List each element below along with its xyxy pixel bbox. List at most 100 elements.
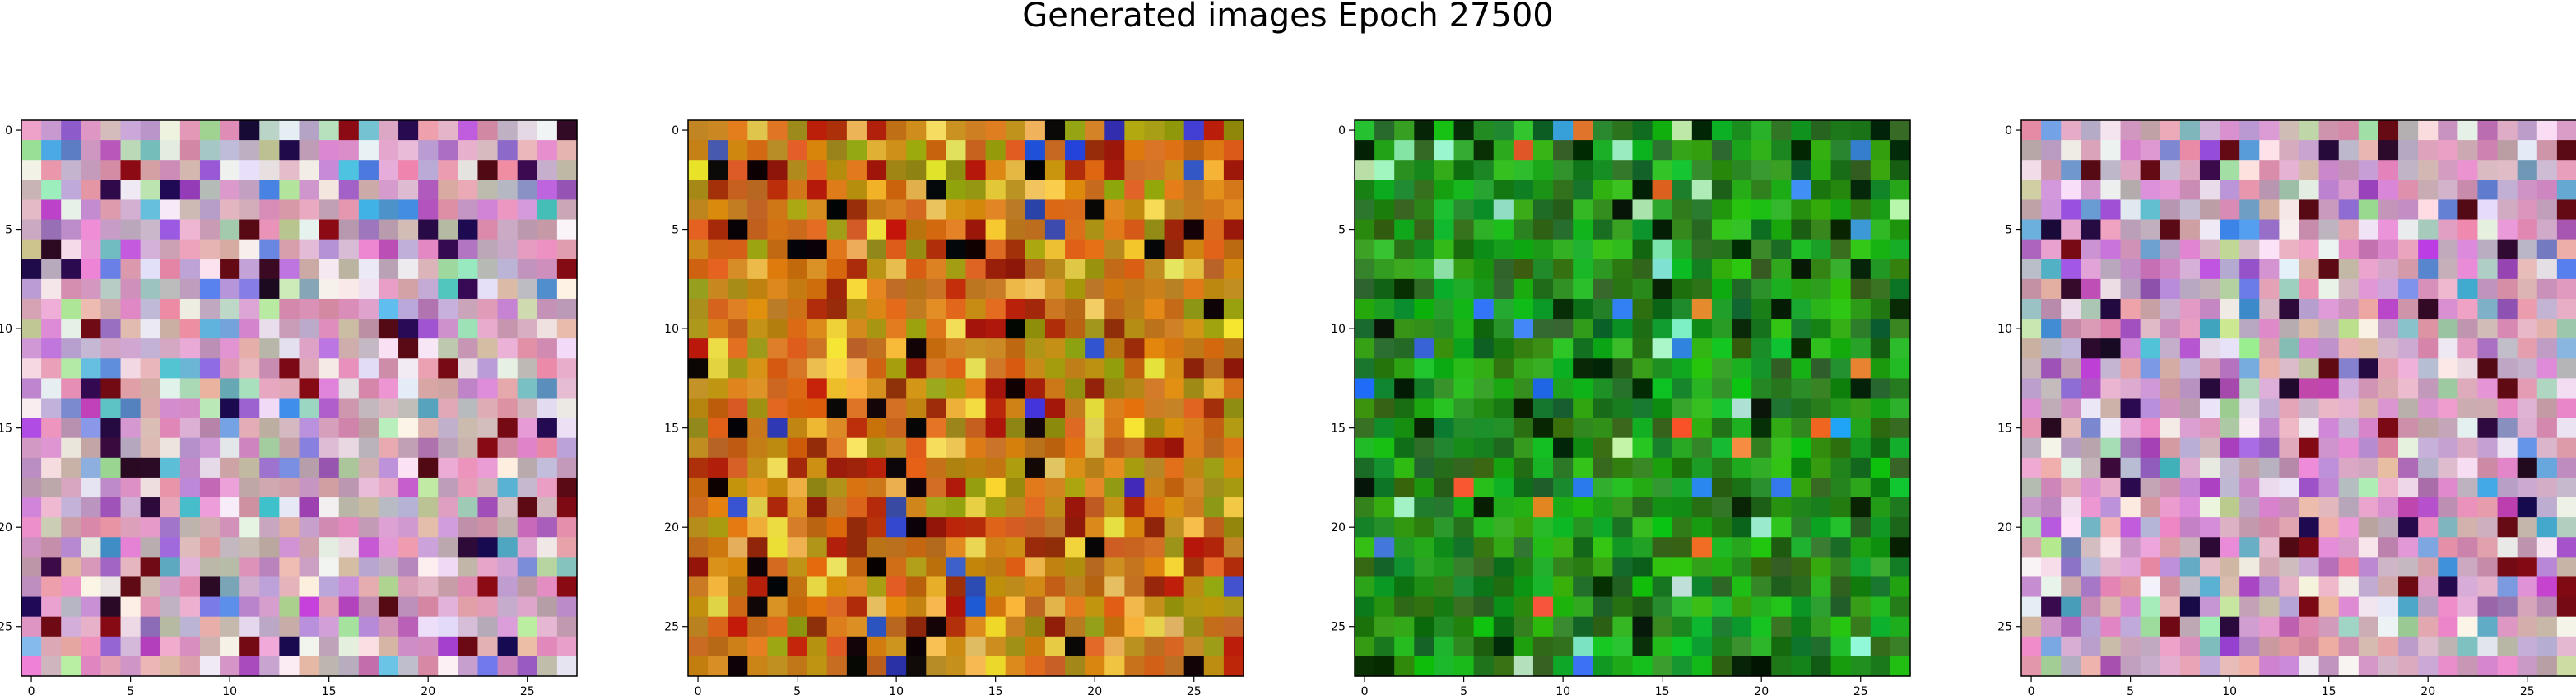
pixel-cell: [2259, 398, 2280, 419]
pixel-cell: [946, 537, 967, 558]
pixel-cell: [100, 596, 122, 618]
pixel-cell: [2259, 576, 2280, 598]
pixel-cell: [1711, 140, 1732, 161]
pixel-cell: [2438, 378, 2458, 399]
pixel-cell: [2021, 636, 2042, 657]
pixel-cell: [556, 259, 578, 280]
pixel-cell: [1513, 437, 1534, 459]
pixel-cell: [2279, 180, 2300, 201]
pixel-cell: [1850, 537, 1872, 558]
pixel-cell: [1183, 636, 1205, 657]
pixel-cell: [2239, 120, 2260, 141]
pixel-cell: [2338, 537, 2360, 558]
pixel-cell: [2378, 278, 2399, 300]
pixel-cell: [1355, 239, 1375, 260]
pixel-cell: [2457, 120, 2479, 141]
pixel-cell: [1065, 596, 1086, 618]
pixel-cell: [338, 437, 360, 459]
pixel-cell: [61, 457, 81, 478]
pixel-cell: [2140, 180, 2161, 201]
pixel-cell: [1553, 160, 1574, 180]
pixel-cell: [199, 378, 221, 399]
pixel-cell: [1104, 199, 1125, 221]
pixel-cell: [846, 298, 867, 320]
pixel-cell: [1870, 537, 1891, 558]
pixel-cell: [1434, 616, 1455, 637]
pixel-cell: [826, 278, 848, 300]
pixel-cell: [21, 557, 42, 578]
pixel-cell: [826, 557, 848, 578]
pixel-cell: [1493, 120, 1514, 141]
pixel-cell: [708, 596, 728, 618]
pixel-cell: [1652, 398, 1673, 419]
pixel-cell: [708, 219, 728, 240]
pixel-cell: [41, 160, 62, 180]
pixel-cell: [2477, 457, 2499, 478]
pixel-cell: [1144, 616, 1165, 637]
y-tick-label: 0: [2005, 124, 2012, 138]
pixel-cell: [1355, 418, 1375, 439]
pixel-cell: [1791, 219, 1812, 240]
pixel-cell: [2378, 259, 2399, 280]
pixel-cell: [2220, 358, 2240, 379]
pixel-cell: [728, 596, 748, 618]
pixel-cell: [2536, 378, 2558, 399]
pixel-cell: [2556, 418, 2576, 439]
pixel-cell: [1005, 616, 1026, 637]
pixel-cell: [279, 239, 300, 260]
pixel-cell: [747, 239, 769, 260]
pixel-cell: [1025, 636, 1046, 657]
y-tick-label: 20: [1997, 521, 2012, 534]
pixel-cell: [61, 180, 81, 201]
pixel-cell: [946, 437, 967, 459]
pixel-cell: [378, 180, 399, 201]
pixel-cell: [140, 319, 161, 339]
pixel-cell: [100, 477, 122, 498]
pixel-cell: [1453, 319, 1475, 339]
pixel-cell: [398, 338, 419, 359]
pixel-cell: [2299, 537, 2320, 558]
pixel-cell: [1203, 140, 1225, 161]
pixel-cell: [1672, 596, 1693, 618]
y-tick-label: 20: [0, 521, 12, 534]
pixel-cell: [1612, 180, 1634, 201]
pixel-cell: [1044, 358, 1066, 379]
pixel-cell: [2239, 437, 2260, 459]
pixel-cell: [906, 437, 927, 459]
pixel-cell: [160, 219, 181, 240]
pixel-cell: [2378, 596, 2399, 618]
pixel-cell: [1612, 537, 1634, 558]
pixel-cell: [1732, 219, 1752, 240]
pixel-cell: [1104, 239, 1125, 260]
pixel-cell: [2100, 557, 2122, 578]
pixel-cell: [81, 338, 102, 359]
pixel-cell: [1124, 120, 1146, 141]
pixel-cell: [537, 636, 558, 657]
pixel-cell: [1355, 576, 1375, 598]
pixel-cell: [220, 199, 240, 221]
pixel-cell: [1532, 398, 1554, 419]
pixel-cell: [299, 140, 320, 161]
pixel-cell: [2279, 437, 2300, 459]
pixel-cell: [728, 338, 748, 359]
pixel-cell: [1124, 338, 1146, 359]
pixel-cell: [1573, 537, 1593, 558]
pixel-cell: [2041, 378, 2062, 399]
pixel-cell: [767, 636, 788, 657]
pixel-cell: [1751, 636, 1772, 657]
pixel-cell: [807, 497, 828, 518]
pixel-cell: [2457, 477, 2479, 498]
pixel-cell: [1085, 517, 1105, 538]
pixel-cell: [497, 437, 518, 459]
pixel-cell: [1632, 477, 1653, 498]
pixel-cell: [826, 338, 848, 359]
pixel-cell: [1553, 517, 1574, 538]
pixel-cell: [537, 457, 558, 478]
pixel-cell: [965, 259, 987, 280]
pixel-cell: [1830, 517, 1852, 538]
pixel-cell: [537, 358, 558, 379]
pixel-cell: [688, 616, 709, 637]
pixel-cell: [319, 160, 340, 180]
pixel-cell: [1830, 616, 1852, 637]
pixel-cell: [2299, 239, 2320, 260]
